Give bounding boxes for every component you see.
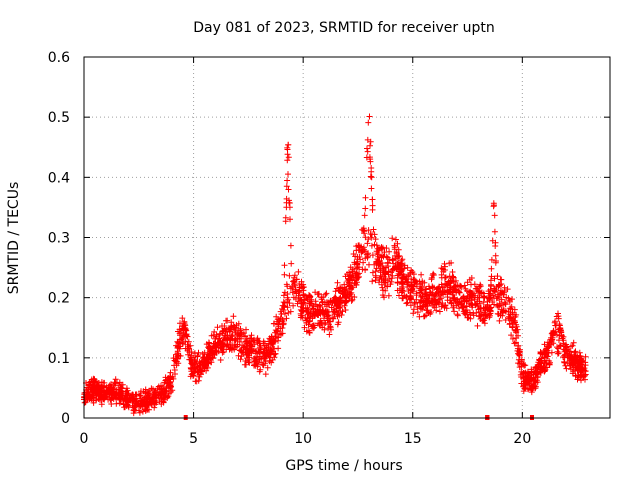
x-axis-label: GPS time / hours bbox=[285, 458, 402, 474]
y-tick-label: 0.1 bbox=[48, 351, 70, 367]
axis-ticks bbox=[83, 56, 610, 419]
y-tick-label: 0.5 bbox=[48, 110, 70, 126]
chart-title: Day 081 of 2023, SRMTID for receiver upt… bbox=[193, 20, 495, 36]
y-tick-label: 0.4 bbox=[48, 170, 70, 186]
x-tick-label: 5 bbox=[189, 431, 198, 447]
grid-lines bbox=[84, 57, 610, 418]
x-tick-label: 10 bbox=[294, 431, 312, 447]
series-points bbox=[81, 113, 589, 417]
tick-labels: 0 5 10 15 20 0 0.1 0.2 0.3 0.4 0.5 0.6 bbox=[48, 50, 532, 447]
data-points bbox=[81, 113, 589, 417]
y-tick-label: 0.3 bbox=[48, 231, 70, 247]
x-tick-label: 0 bbox=[80, 431, 89, 447]
plot-frame bbox=[83, 56, 611, 419]
x-tick-label: 15 bbox=[404, 431, 422, 447]
y-axis-label: SRMTID / TECUs bbox=[6, 182, 22, 295]
y-tick-label: 0.2 bbox=[48, 291, 70, 307]
y-tick-label: 0.6 bbox=[48, 50, 70, 66]
x-tick-label: 20 bbox=[513, 431, 531, 447]
y-tick-label: 0 bbox=[61, 411, 70, 427]
